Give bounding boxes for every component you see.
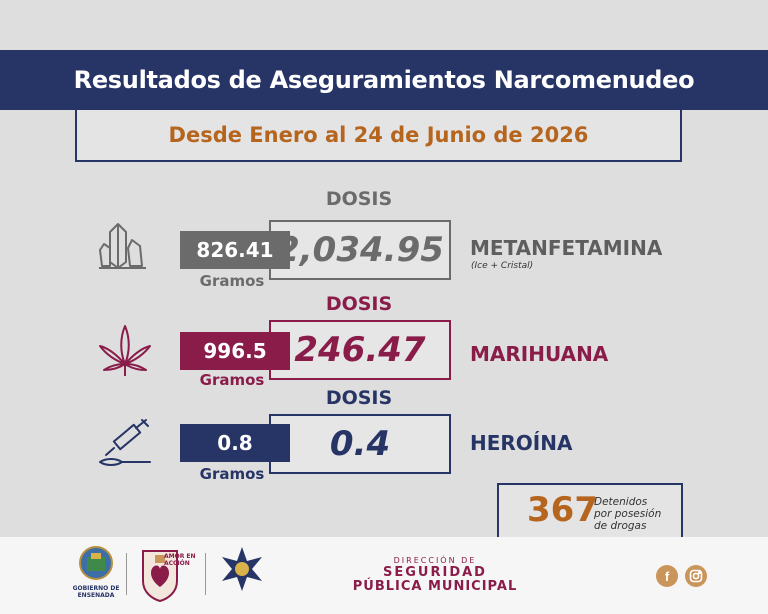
dose-value: 2,034.95 [276,230,444,270]
police-star-icon [218,545,266,593]
grams-value: 0.8 [217,431,253,455]
drug-name-3: HEROÍNA [470,431,573,455]
drug-name-1: METANFETAMINA [470,236,663,260]
instagram-icon[interactable] [685,565,707,587]
dose-value: 246.47 [294,330,426,370]
grams-box-3: 0.8 [180,424,290,462]
grams-value: 826.41 [196,238,274,262]
grams-label-3: Gramos [199,465,265,483]
drug-subtitle-1: (Ice + Cristal) [471,261,534,271]
dose-value-box-1: 2,034.95 [269,220,451,280]
title-banner: Resultados de Aseguramientos Narcomenude… [0,50,768,110]
dosis-label-2: DOSIS [325,293,393,315]
grams-box-2: 996.5 [180,332,290,370]
grams-label-2: Gramos [199,371,265,389]
page-title: Resultados de Aseguramientos Narcomenude… [73,66,695,94]
cannabis-leaf-icon [96,322,154,378]
dose-value-box-3: 0.4 [269,414,451,474]
gov-name: GOBIERNO DE ENSENADA [70,585,122,599]
city-shield-icon [74,545,118,585]
syringe-spoon-icon [96,418,154,474]
grams-value: 996.5 [203,339,267,363]
facebook-icon[interactable]: f [656,565,678,587]
detained-line-1: Detenidos [594,496,648,508]
period-box: Desde Enero al 24 de Junio de 2026 [75,110,682,162]
dir-line-2: PÚBLICA MUNICIPAL [352,579,518,594]
dose-value-box-2: 246.47 [269,320,451,380]
footer [0,537,768,614]
detained-line-3: de drogas [594,520,647,532]
grams-label-1: Gramos [199,272,265,290]
detained-description: Detenidos por posesión de drogas [594,496,684,532]
footer-separator-2 [205,553,206,595]
gov-name-line-2: ENSENADA [77,592,115,599]
gov-name-line-1: GOBIERNO DE [72,585,120,592]
grams-box-1: 826.41 [180,231,290,269]
detained-count: 367 [527,490,598,530]
detained-line-2: por posesión [594,508,662,520]
dosis-label-3: DOSIS [325,387,393,409]
dose-value: 0.4 [329,424,391,464]
dir-line-1: SEGURIDAD [383,565,487,580]
dir-top: DIRECCIÓN DE [393,556,477,565]
dosis-label-1: DOSIS [325,188,393,210]
detained-box [497,483,683,541]
crystal-icon [96,218,152,274]
slogan-text: AMOR EN ACCIÓN [164,553,196,567]
footer-separator-1 [126,553,127,595]
period-text: Desde Enero al 24 de Junio de 2026 [168,123,589,147]
drug-name-2: MARIHUANA [470,342,609,366]
heart-crest-icon [137,545,193,605]
